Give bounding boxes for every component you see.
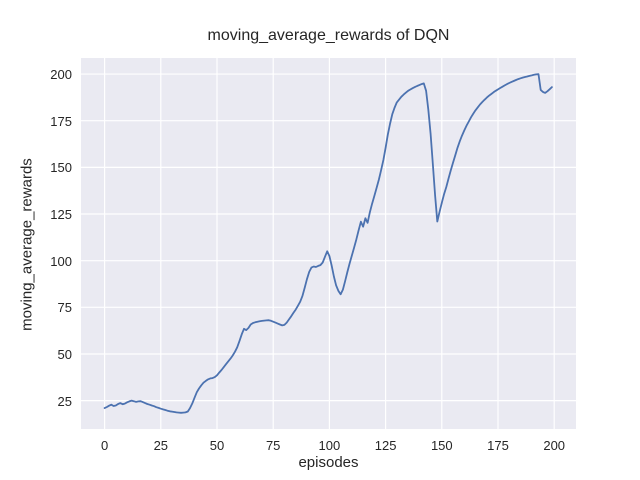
x-tick-label: 0 <box>100 438 109 453</box>
y-tick-label: 75 <box>57 300 72 316</box>
y-tick-label: 200 <box>50 67 72 83</box>
x-tick-label: 150 <box>430 438 453 453</box>
chart-title: moving_average_rewards of DQN <box>207 27 450 44</box>
x-tick-label: 100 <box>318 438 341 453</box>
y-tick-label: 25 <box>57 393 72 409</box>
line-series <box>103 73 553 414</box>
y-tick-label: 100 <box>50 253 72 269</box>
x-tick-label: 25 <box>153 438 169 453</box>
x-tick-label: 175 <box>487 438 509 453</box>
x-tick-label: 50 <box>209 438 225 453</box>
x-axis-label: episodes <box>298 454 359 471</box>
x-tick-label: 125 <box>374 438 397 453</box>
y-tick-label: 50 <box>57 346 72 362</box>
x-tick-label: 200 <box>543 438 566 453</box>
plot-background <box>81 58 576 429</box>
y-tick-label: 125 <box>50 207 72 222</box>
x-tick-label: 75 <box>265 438 281 453</box>
y-tick-label: 175 <box>50 113 72 129</box>
y-tick-label: 150 <box>50 160 72 176</box>
